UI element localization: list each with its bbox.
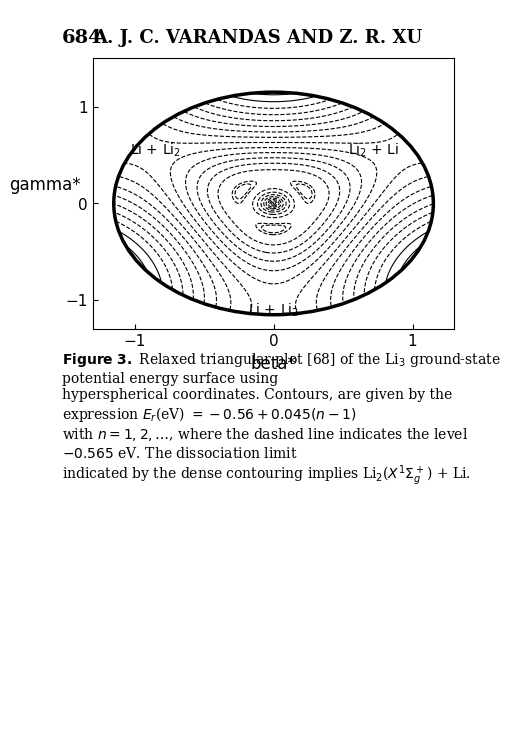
- X-axis label: beta*: beta*: [251, 355, 296, 373]
- Text: Li + Li$_2$: Li + Li$_2$: [248, 302, 299, 318]
- Text: A. J. C. VARANDAS AND Z. R. XU: A. J. C. VARANDAS AND Z. R. XU: [93, 29, 423, 48]
- Text: 684: 684: [62, 29, 103, 48]
- Text: Li + Li$_2$: Li + Li$_2$: [130, 142, 181, 159]
- Y-axis label: gamma*: gamma*: [9, 176, 80, 194]
- Text: Li$_2$ + Li: Li$_2$ + Li: [348, 142, 399, 159]
- Text: $\bf{Figure\ 3.}$ Relaxed triangular plot [68] of the Li$_3$ ground-state potent: $\bf{Figure\ 3.}$ Relaxed triangular plo…: [62, 351, 501, 488]
